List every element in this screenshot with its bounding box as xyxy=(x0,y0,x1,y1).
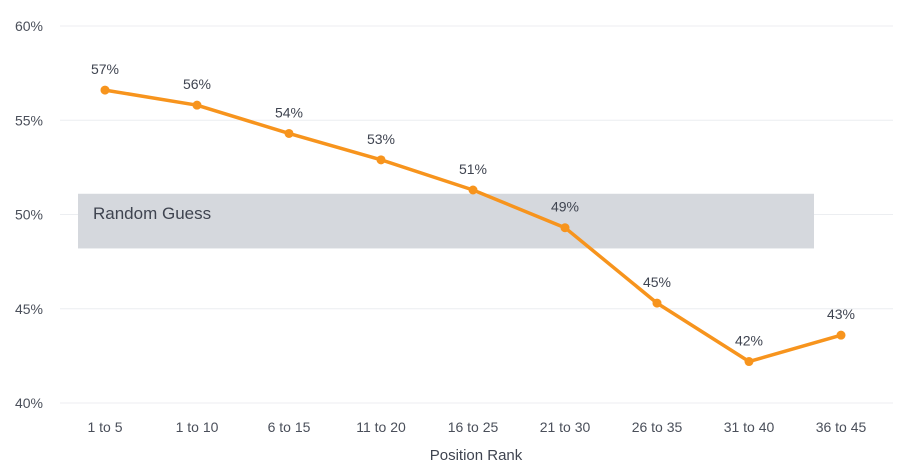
data-label: 51% xyxy=(459,161,487,177)
y-tick-label-60: 60% xyxy=(15,18,43,34)
data-label: 54% xyxy=(275,104,303,120)
data-label: 43% xyxy=(827,306,855,322)
series-line xyxy=(100,85,846,367)
y-axis: 40% 45% 50% 55% 60% xyxy=(15,18,43,411)
data-label: 53% xyxy=(367,131,395,147)
x-tick-label: 1 to 10 xyxy=(176,419,219,435)
data-labels: 57% 56% 54% 53% 51% 49% 45% 42% 43% xyxy=(91,61,855,348)
x-tick-label: 6 to 15 xyxy=(268,419,311,435)
data-label: 45% xyxy=(643,274,671,290)
x-tick-label: 36 to 45 xyxy=(816,419,867,435)
x-tick-label: 26 to 35 xyxy=(632,419,683,435)
x-tick-label: 11 to 20 xyxy=(356,419,406,435)
band-rect xyxy=(78,193,814,249)
data-point xyxy=(652,298,662,308)
random-guess-band: Random Guess xyxy=(78,193,814,249)
x-axis-title: Position Rank xyxy=(430,447,523,464)
data-point xyxy=(192,100,202,110)
x-tick-label: 16 to 25 xyxy=(448,419,499,435)
data-point xyxy=(284,128,294,138)
x-tick-label: 31 to 40 xyxy=(724,419,775,435)
data-label: 56% xyxy=(183,76,211,92)
y-tick-label-55: 55% xyxy=(15,112,43,128)
data-point xyxy=(560,223,570,233)
y-tick-label-45: 45% xyxy=(15,301,43,317)
x-axis: 1 to 5 1 to 10 6 to 15 11 to 20 16 to 25 21 t… xyxy=(87,419,866,435)
data-point xyxy=(836,330,846,340)
x-tick-label: 1 to 5 xyxy=(87,419,122,435)
data-point xyxy=(376,155,386,165)
data-label: 42% xyxy=(735,333,763,349)
y-tick-label-50: 50% xyxy=(15,207,43,223)
band-label: Random Guess xyxy=(93,204,211,223)
data-label: 57% xyxy=(91,61,119,77)
y-tick-label-40: 40% xyxy=(15,395,43,411)
x-tick-label: 21 to 30 xyxy=(540,419,591,435)
data-label: 49% xyxy=(551,199,579,215)
data-point xyxy=(468,185,478,195)
data-point xyxy=(100,85,110,95)
data-point xyxy=(744,357,754,367)
